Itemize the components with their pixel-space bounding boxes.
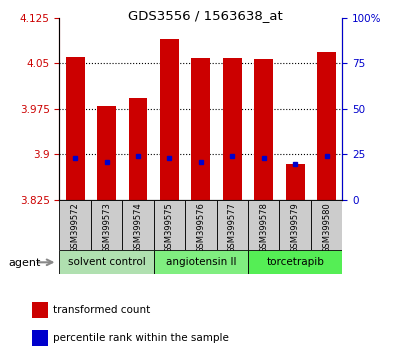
Bar xyxy=(310,200,342,250)
Bar xyxy=(317,52,335,200)
Text: GSM399576: GSM399576 xyxy=(196,202,205,253)
Text: transformed count: transformed count xyxy=(53,305,151,315)
Bar xyxy=(65,57,84,200)
Bar xyxy=(254,59,272,200)
Bar xyxy=(59,200,91,250)
Text: GSM399574: GSM399574 xyxy=(133,202,142,253)
Bar xyxy=(247,250,342,274)
Text: GDS3556 / 1563638_at: GDS3556 / 1563638_at xyxy=(127,9,282,22)
Bar xyxy=(191,58,210,200)
Text: GSM399578: GSM399578 xyxy=(258,202,267,253)
Text: torcetrapib: torcetrapib xyxy=(265,257,324,267)
Bar xyxy=(32,302,48,318)
Bar xyxy=(222,58,241,200)
Text: agent: agent xyxy=(8,258,40,268)
Bar xyxy=(216,200,247,250)
Bar xyxy=(279,200,310,250)
Text: GSM399573: GSM399573 xyxy=(102,202,111,253)
Bar xyxy=(97,106,116,200)
Bar xyxy=(122,200,153,250)
Bar xyxy=(153,200,185,250)
Bar xyxy=(285,164,304,200)
Text: percentile rank within the sample: percentile rank within the sample xyxy=(53,333,229,343)
Text: GSM399580: GSM399580 xyxy=(321,202,330,253)
Bar xyxy=(153,250,247,274)
Text: GSM399572: GSM399572 xyxy=(70,202,79,253)
Bar xyxy=(32,330,48,346)
Text: GSM399575: GSM399575 xyxy=(164,202,173,253)
Bar xyxy=(160,39,178,200)
Text: angiotensin II: angiotensin II xyxy=(165,257,236,267)
Bar xyxy=(128,98,147,200)
Bar xyxy=(185,200,216,250)
Bar xyxy=(247,200,279,250)
Bar xyxy=(91,200,122,250)
Bar xyxy=(59,250,153,274)
Text: GSM399577: GSM399577 xyxy=(227,202,236,253)
Text: GSM399579: GSM399579 xyxy=(290,202,299,253)
Text: solvent control: solvent control xyxy=(67,257,145,267)
